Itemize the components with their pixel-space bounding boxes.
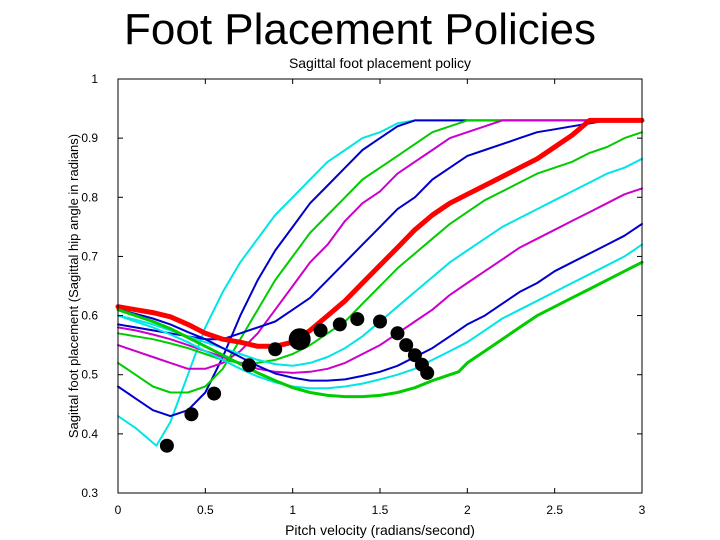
y-tick-label: 0.8 bbox=[81, 190, 98, 204]
x-tick-label: 0.5 bbox=[197, 503, 214, 517]
data-marker bbox=[390, 326, 405, 341]
marker-layer bbox=[159, 312, 435, 453]
data-marker bbox=[207, 386, 222, 401]
y-tick-label: 0.7 bbox=[81, 249, 98, 263]
axis-layer: 0 0.5 1 1.5 2 2.5 3 0.3 0.4 0.5 0.6 0.7 0.8 0.9 1 bbox=[81, 72, 645, 517]
data-marker bbox=[242, 358, 256, 373]
x-tick-label: 0 bbox=[115, 503, 122, 517]
data-marker bbox=[288, 328, 311, 351]
data-marker bbox=[332, 317, 347, 332]
series-line-10 bbox=[117, 222, 643, 382]
series-line-6 bbox=[115, 117, 645, 349]
slide-title: Foot Placement Policies bbox=[124, 5, 596, 54]
data-marker bbox=[373, 314, 387, 329]
data-marker bbox=[313, 323, 328, 338]
x-tick-label: 1.5 bbox=[372, 503, 389, 517]
x-tick-label: 2 bbox=[464, 503, 471, 517]
x-tick-label: 2.5 bbox=[546, 503, 563, 517]
x-tick-label: 1 bbox=[289, 503, 296, 517]
series-line-12 bbox=[116, 260, 644, 399]
y-tick-label: 0.3 bbox=[81, 486, 98, 500]
data-marker bbox=[399, 338, 414, 353]
chart-title: Sagittal foot placement policy bbox=[289, 55, 471, 71]
data-marker bbox=[159, 438, 174, 453]
y-tick-label: 0.6 bbox=[81, 309, 98, 323]
y-tick-label: 0.5 bbox=[81, 368, 98, 382]
series-line-7 bbox=[117, 131, 643, 364]
data-marker bbox=[268, 342, 283, 357]
series-line-11 bbox=[117, 243, 643, 390]
y-axis-label: Sagittal foot placement (Sagittal hip an… bbox=[66, 134, 81, 438]
series-line-4 bbox=[117, 119, 643, 370]
y-tick-label: 1 bbox=[91, 72, 98, 86]
data-marker bbox=[184, 407, 199, 422]
y-tick-label: 0.9 bbox=[81, 131, 98, 145]
x-axis-label: Pitch velocity (radians/second) bbox=[285, 522, 475, 538]
data-marker bbox=[350, 312, 365, 327]
x-tick-label: 3 bbox=[639, 503, 646, 517]
y-tick-label: 0.4 bbox=[81, 427, 98, 441]
data-marker bbox=[420, 365, 435, 380]
